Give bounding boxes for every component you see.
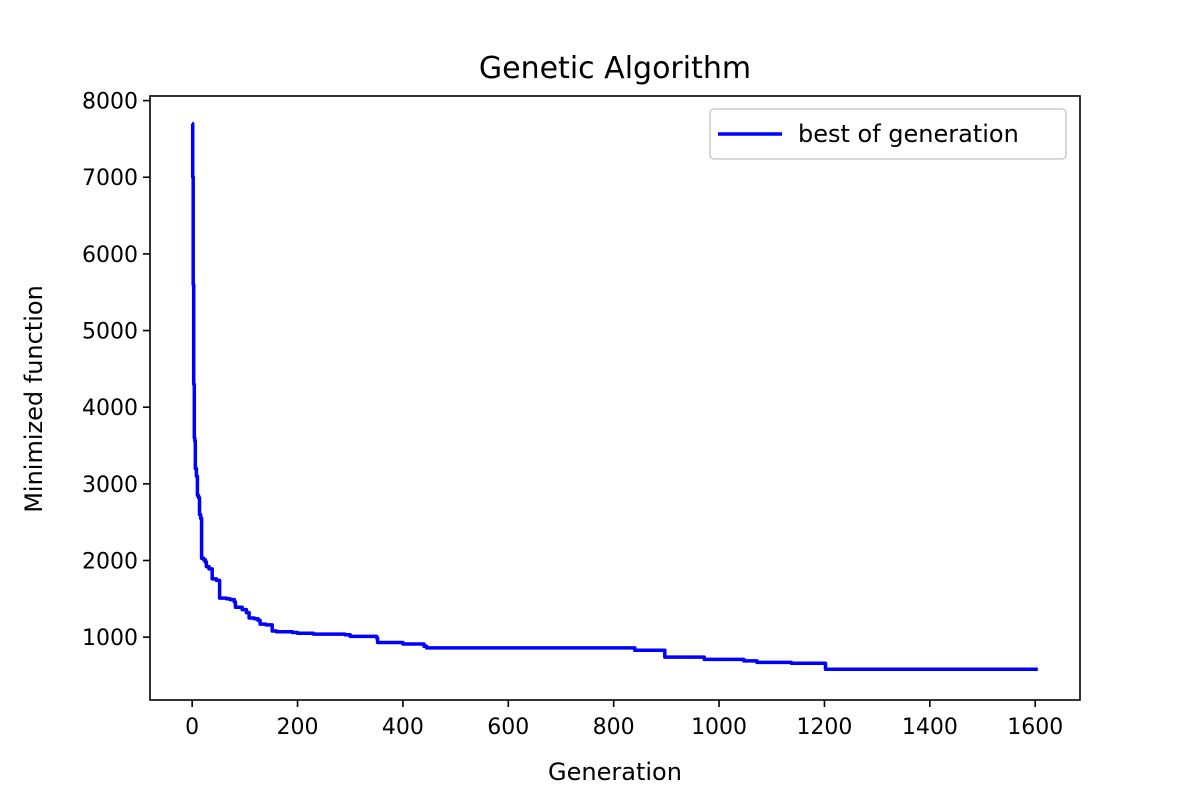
y-tick-label: 2000 xyxy=(82,549,138,574)
y-tick-label: 3000 xyxy=(82,473,138,498)
y-axis-label: Minimized function xyxy=(20,285,48,513)
x-tick-label: 400 xyxy=(382,715,424,740)
x-tick-label: 800 xyxy=(593,715,635,740)
x-tick-label: 1000 xyxy=(691,715,747,740)
x-tick-label: 1400 xyxy=(902,715,958,740)
y-tick-label: 1000 xyxy=(82,626,138,651)
x-tick-label: 1200 xyxy=(796,715,852,740)
y-tick-label: 8000 xyxy=(82,90,138,115)
y-tick-label: 5000 xyxy=(82,320,138,345)
x-tick-label: 1600 xyxy=(1007,715,1063,740)
plot-frame xyxy=(149,95,1081,701)
series-layer xyxy=(190,121,1038,672)
y-axis: 1000 2000 3000 4000 5000 6000 7000 8000 xyxy=(82,90,150,651)
series-line xyxy=(190,121,1038,672)
x-axis: 0 200 400 600 800 1000 1200 1400 1600 xyxy=(185,700,1063,740)
legend-label: best of generation xyxy=(798,120,1019,148)
x-tick-label: 600 xyxy=(487,715,529,740)
y-tick-label: 6000 xyxy=(82,243,138,268)
legend-box xyxy=(709,108,1067,160)
chart-title: Genetic Algorithm xyxy=(479,51,751,86)
x-tick-label: 200 xyxy=(277,715,319,740)
plot-area xyxy=(150,96,1080,700)
legend: best of generation xyxy=(709,108,1067,160)
y-tick-label: 7000 xyxy=(82,166,138,191)
x-tick-label: 0 xyxy=(185,715,199,740)
x-axis-label: Generation xyxy=(548,758,682,786)
y-tick-label: 4000 xyxy=(82,396,138,421)
